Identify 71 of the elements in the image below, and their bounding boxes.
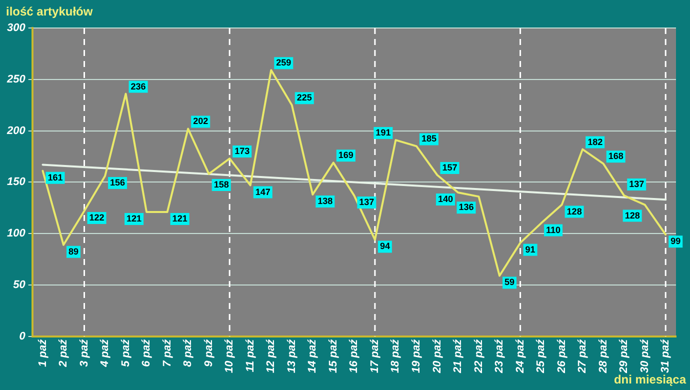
y-tick-label: 250 (6, 73, 26, 86)
data-label: 168 (608, 151, 624, 162)
x-tick-label: 26 paź (556, 338, 568, 374)
x-tick-label: 8 paź (182, 338, 194, 367)
data-label: 110 (546, 224, 561, 235)
y-tick-label: 100 (6, 228, 26, 240)
data-label: 136 (458, 202, 474, 212)
y-tick-label: 50 (13, 279, 26, 292)
data-label: 99 (670, 236, 681, 246)
x-tick-label: 20 paź (431, 338, 444, 374)
data-label: 169 (338, 150, 354, 160)
x-tick-label: 24 paź (514, 338, 526, 374)
data-label: 140 (438, 194, 454, 204)
data-label: 91 (525, 244, 536, 254)
data-label: 122 (89, 212, 104, 222)
x-tick-label: 22 paź (472, 338, 485, 374)
x-tick-label: 1 paź (36, 338, 49, 367)
data-label: 157 (442, 162, 458, 172)
x-tick-label: 28 paź (597, 338, 610, 374)
data-label: 259 (276, 58, 292, 68)
data-label: 191 (376, 128, 391, 138)
y-tick-label: 300 (6, 22, 26, 34)
y-tick-label: 150 (6, 176, 26, 188)
x-tick-label: 16 paź (348, 338, 360, 374)
data-label: 138 (318, 196, 333, 206)
data-label: 137 (359, 197, 374, 208)
y-tick-label: 200 (6, 124, 26, 137)
y-tick-label: 0 (19, 330, 26, 342)
data-label: 121 (172, 213, 188, 224)
x-tick-label: 4 paź (99, 338, 112, 368)
x-tick-label: 29 paź (618, 338, 630, 374)
x-tick-label: 3 paź (78, 338, 90, 367)
data-label: 147 (255, 186, 270, 197)
x-tick-label: 27 paź (576, 338, 589, 374)
x-tick-label: 6 paź (140, 338, 153, 367)
data-label: 173 (234, 146, 250, 156)
data-label: 182 (588, 136, 603, 147)
x-tick-label: 31 paź (660, 338, 672, 374)
data-label: 236 (130, 81, 146, 92)
x-tick-label: 17 paź (368, 338, 381, 374)
data-label: 128 (624, 210, 640, 220)
x-tick-label: 12 paź (265, 338, 278, 374)
x-tick-label: 2 paź (58, 338, 70, 368)
x-tick-label: 13 paź (286, 338, 298, 374)
x-tick-label: 25 paź (535, 338, 548, 374)
data-label: 202 (193, 116, 208, 126)
data-label: 121 (126, 213, 142, 224)
x-tick-label: 10 paź (224, 338, 236, 374)
x-tick-label: 14 paź (306, 338, 319, 374)
x-tick-label: 15 paź (327, 338, 340, 374)
data-label: 161 (48, 172, 63, 182)
data-label: 137 (629, 179, 644, 190)
data-label: 185 (421, 134, 436, 144)
data-label: 158 (214, 179, 229, 190)
x-tick-label: 30 paź (638, 338, 651, 374)
data-label: 156 (110, 178, 126, 188)
x-tick-label: 21 paź (452, 338, 464, 374)
x-tick-label: 18 paź (390, 338, 402, 374)
data-label: 128 (566, 206, 582, 216)
data-label: 94 (380, 241, 390, 252)
x-tick-label: 23 paź (494, 338, 506, 374)
x-tick-label: 19 paź (410, 338, 422, 374)
data-label: 59 (504, 277, 515, 288)
x-tick-label: 11 paź (244, 338, 256, 372)
data-label: 225 (296, 92, 312, 103)
x-tick-label: 7 paź (161, 338, 174, 367)
x-axis-title: dni miesiąca (614, 372, 686, 386)
y-axis-title: ilość artykułów (6, 4, 94, 18)
data-label: 89 (68, 246, 79, 256)
x-tick-label: 5 paź (120, 338, 132, 367)
x-tick-label: 9 paź (202, 338, 215, 367)
